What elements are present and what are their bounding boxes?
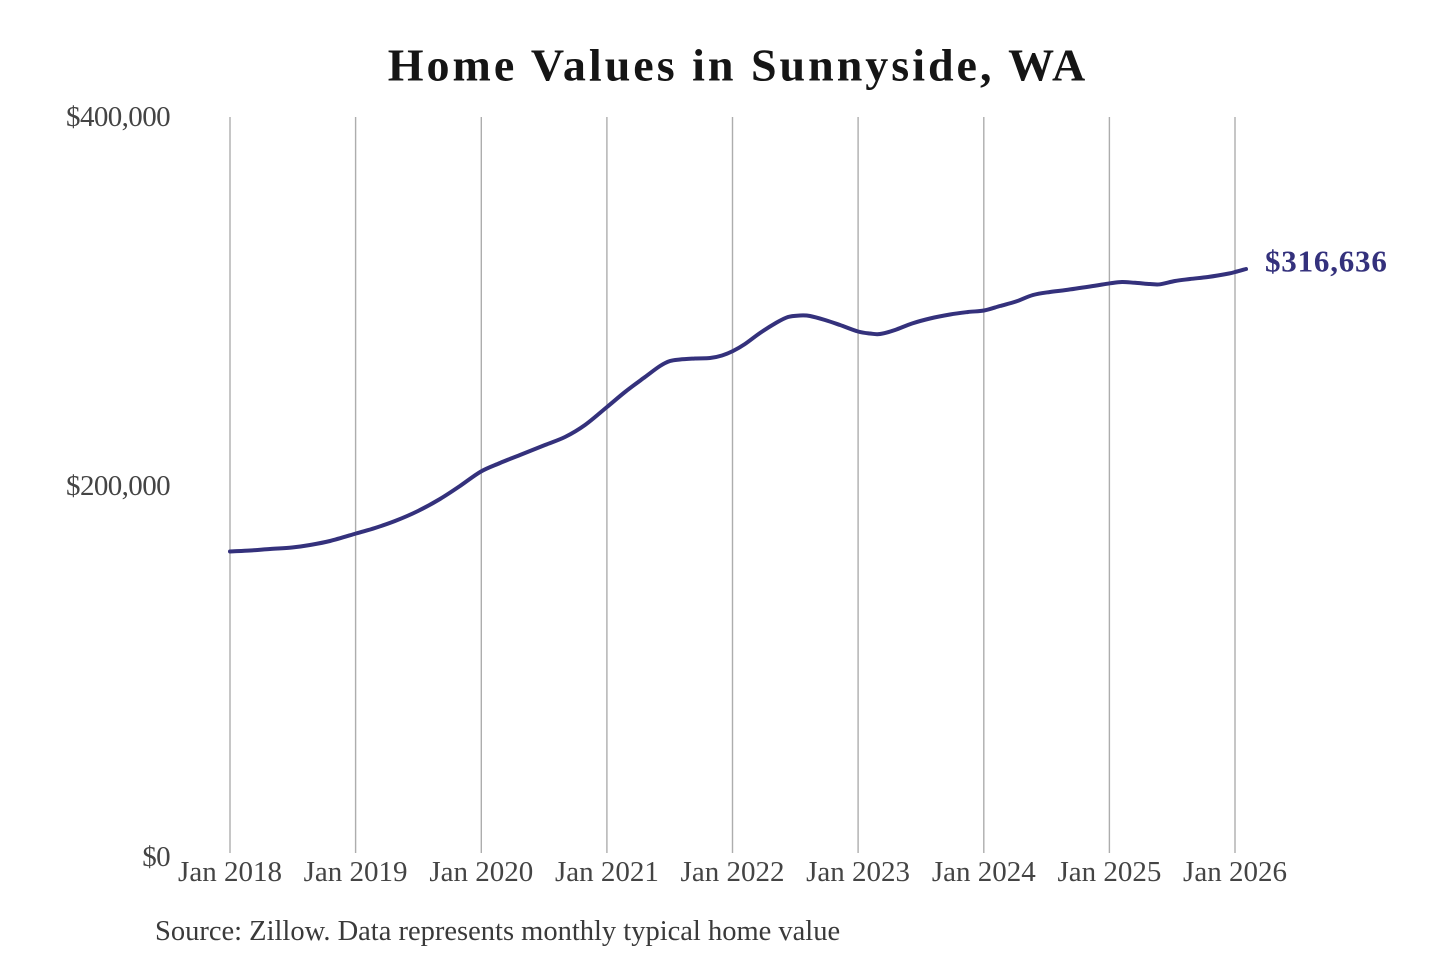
svg-text:Jan 2021: Jan 2021 xyxy=(555,856,659,888)
svg-text:Jan 2023: Jan 2023 xyxy=(806,856,910,888)
svg-text:Jan 2024: Jan 2024 xyxy=(932,856,1036,888)
svg-text:Jan 2018: Jan 2018 xyxy=(178,856,282,888)
svg-text:Jan 2022: Jan 2022 xyxy=(681,856,785,888)
svg-text:Source: Zillow. Data represent: Source: Zillow. Data represents monthly … xyxy=(155,916,840,947)
svg-text:Jan 2020: Jan 2020 xyxy=(429,856,533,888)
svg-text:$200,000: $200,000 xyxy=(66,470,170,502)
svg-text:Jan 2026: Jan 2026 xyxy=(1183,856,1287,888)
svg-text:$316,636: $316,636 xyxy=(1265,244,1388,279)
svg-text:Jan 2019: Jan 2019 xyxy=(304,856,408,888)
svg-text:Home Values in Sunnyside, WA: Home Values in Sunnyside, WA xyxy=(388,40,1089,91)
svg-text:Jan 2025: Jan 2025 xyxy=(1057,856,1161,888)
svg-text:$0: $0 xyxy=(142,841,170,873)
svg-text:$400,000: $400,000 xyxy=(66,101,170,133)
